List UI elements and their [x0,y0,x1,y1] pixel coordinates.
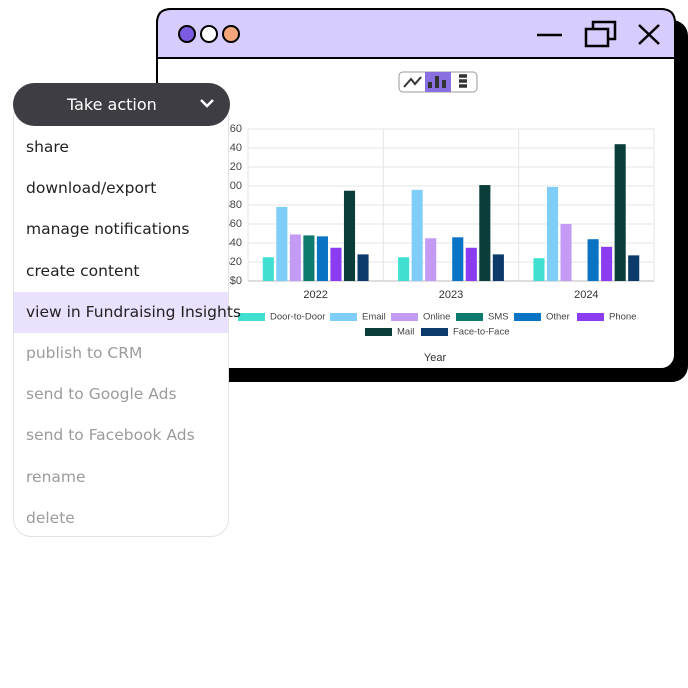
menu-item[interactable]: share [26,138,69,156]
bar [465,247,477,281]
legend-label: Face-to-Face [453,327,510,338]
x-tick-label: 2022 [303,289,327,301]
menu-item[interactable]: create content [26,261,140,280]
legend-label: Email [362,312,386,323]
bar [560,224,572,281]
bar [601,246,613,281]
chart-type-toggle [398,71,478,93]
bar [316,236,328,281]
bar [452,237,464,281]
legend-swatch [456,313,483,321]
bar [492,254,504,281]
title-bar [156,8,676,59]
legend-swatch [577,313,604,321]
menu-item: delete [26,508,75,527]
bar [276,206,288,281]
legend-swatch [330,313,357,321]
line-chart-button[interactable] [403,76,422,88]
bar [479,185,491,281]
menu-item[interactable]: download/export [26,179,157,198]
bar-icon [428,76,446,88]
legend-swatch [391,313,418,321]
legend-label: Mail [397,327,414,338]
window-dot [200,25,218,43]
window-dot [178,25,196,43]
x-axis-title: Year [424,352,447,364]
bar [425,238,437,281]
legend-swatch [514,313,541,321]
legend-label: Door-to-Door [270,312,325,323]
button-label: Take action [67,95,157,114]
restore-button[interactable] [584,20,617,48]
bar [343,190,356,281]
x-tick-label: 2023 [439,289,463,301]
menu-item: send to Google Ads [26,385,177,404]
bar [546,186,559,281]
legend-label: Online [423,312,450,323]
menu-item: send to Facebook Ads [26,426,195,445]
legend-swatch [238,313,265,321]
take-action-button[interactable]: Take action [13,83,230,126]
bar [614,144,626,281]
y-tick-label: $0 [230,275,242,287]
bar [303,235,315,281]
legend-swatch [421,328,448,336]
bar [330,247,342,281]
menu-item[interactable]: view in Fundraising Insights [14,291,241,333]
bar [262,257,274,281]
menu-item: rename [26,467,86,486]
bar [628,255,640,281]
bar [289,234,301,281]
legend-label: Phone [609,312,636,323]
menu-item[interactable]: manage notifications [26,220,190,239]
legend-label: Other [546,312,570,323]
bar [587,239,599,281]
action-menu: share download/export manage notifications… [13,100,241,537]
x-tick-label: 2024 [574,289,598,301]
bar [411,189,423,281]
legend-label: SMS [488,312,509,323]
chevron [200,99,214,108]
legend-swatch [365,328,392,336]
table-chart-button[interactable] [459,74,467,88]
window-dot [222,25,240,43]
menu-item: publish to CRM [26,343,143,362]
bar [398,257,410,281]
bar [533,258,545,281]
bar [357,254,369,281]
close-button[interactable] [638,24,660,45]
